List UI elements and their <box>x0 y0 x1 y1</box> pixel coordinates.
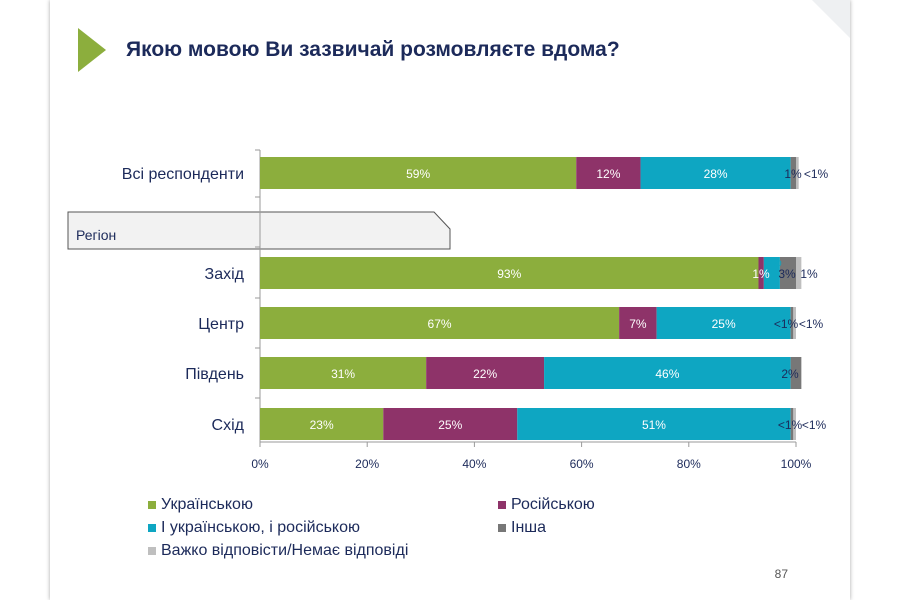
bar-data-label: 1% <box>800 267 818 281</box>
bar-data-label: 25% <box>438 418 462 432</box>
legend-label-both: І українською, і російською <box>161 519 360 536</box>
bar-segment <box>790 408 794 440</box>
bar-data-label: 28% <box>704 167 728 181</box>
legend-item-russian: Російською <box>498 496 595 514</box>
legend-label-other: Інша <box>511 519 547 536</box>
bar-data-label: 2% <box>781 367 799 381</box>
bar-segment <box>576 157 641 189</box>
bar-segment <box>260 307 620 339</box>
bar-data-label: 25% <box>712 317 736 331</box>
bar-data-label: <1% <box>774 317 799 331</box>
bar-segment <box>619 307 657 339</box>
bar-data-label: 31% <box>331 367 355 381</box>
bar-data-label: 22% <box>473 367 497 381</box>
bar-data-label: 7% <box>629 317 647 331</box>
legend-swatch-both <box>148 524 156 532</box>
bar-data-label: <1% <box>802 418 827 432</box>
label-layer: Всі респонденти Захід Центр Південь Схід 59% 1… <box>122 166 829 434</box>
bar-segment <box>796 157 799 189</box>
bar-data-label: 67% <box>428 317 452 331</box>
bar-layer <box>260 157 802 440</box>
bar-segment <box>260 357 427 389</box>
category-label: Південь <box>185 366 244 383</box>
bar-segment <box>260 157 577 189</box>
legend-swatch-ukrainian <box>148 501 156 509</box>
legend-item-other: Інша <box>498 519 546 537</box>
x-tick-label: 20% <box>355 457 379 471</box>
legend-swatch-russian <box>498 501 506 509</box>
x-tick-label: 80% <box>677 457 701 471</box>
bar-data-label: 3% <box>778 267 796 281</box>
bar-segment <box>426 357 545 389</box>
bar-segment <box>793 307 796 339</box>
category-label: Всі респонденти <box>122 166 244 183</box>
bar-segment <box>758 257 764 289</box>
bar-segment <box>517 408 791 440</box>
legend-label-russian: Російською <box>511 496 595 513</box>
x-tick-label: 100% <box>781 457 812 471</box>
bar-segment <box>260 408 384 440</box>
bar-segment <box>790 357 802 389</box>
bar-data-label: 93% <box>497 267 521 281</box>
x-tick-label: 60% <box>570 457 594 471</box>
bar-data-label: <1% <box>799 317 824 331</box>
x-tick-label: 0% <box>251 457 269 471</box>
bar-data-label: <1% <box>804 167 829 181</box>
bar-segment <box>793 408 796 440</box>
bar-segment <box>260 257 759 289</box>
bar-segment <box>640 157 791 189</box>
bar-data-label: 59% <box>406 167 430 181</box>
category-label: Захід <box>205 266 245 283</box>
bar-segment <box>796 257 802 289</box>
slide-corner-decoration <box>812 0 850 38</box>
legend-item-dont-know: Важко відповісти/Немає відповіді <box>148 542 408 560</box>
x-tick-label: 40% <box>462 457 486 471</box>
bar-data-label: 23% <box>310 418 334 432</box>
legend-label-ukrainian: Українською <box>161 496 253 513</box>
bar-segment <box>779 257 796 289</box>
legend-swatch-other <box>498 524 506 532</box>
bar-segment <box>383 408 518 440</box>
legend-swatch-dont-know <box>148 547 156 555</box>
bar-segment <box>790 307 794 339</box>
category-label: Схід <box>212 417 245 434</box>
bar-segment <box>763 257 780 289</box>
region-tab-shape <box>67 211 451 250</box>
legend-item-ukrainian: Українською <box>148 496 253 514</box>
title-arrow-icon <box>78 28 106 72</box>
bar-data-label: 1% <box>752 267 770 281</box>
bar-segment <box>544 357 791 389</box>
slide-background <box>50 0 850 600</box>
region-tab-label: Регіон <box>76 227 117 243</box>
bar-data-label: 12% <box>596 167 620 181</box>
bar-data-label: 46% <box>655 367 679 381</box>
bar-data-label: 3% <box>764 255 782 269</box>
bar-segment <box>656 307 791 339</box>
page-number: 87 <box>774 567 788 581</box>
legend-label-dont-know: Важко відповісти/Немає відповіді <box>161 542 409 559</box>
bar-data-label: 1% <box>784 167 802 181</box>
bar-data-label: <1% <box>778 418 803 432</box>
region-tab-layer <box>67 211 451 250</box>
page-title: Якою мовою Ви зазвичай розмовляєте вдома… <box>126 38 620 61</box>
bar-data-label: 51% <box>642 418 666 432</box>
axis-layer: 0% 20% 40% 60% 80% 100% <box>251 149 812 471</box>
bar-segment <box>790 157 796 189</box>
legend-item-both: І українською, і російською <box>148 519 360 537</box>
category-label: Центр <box>198 316 244 333</box>
